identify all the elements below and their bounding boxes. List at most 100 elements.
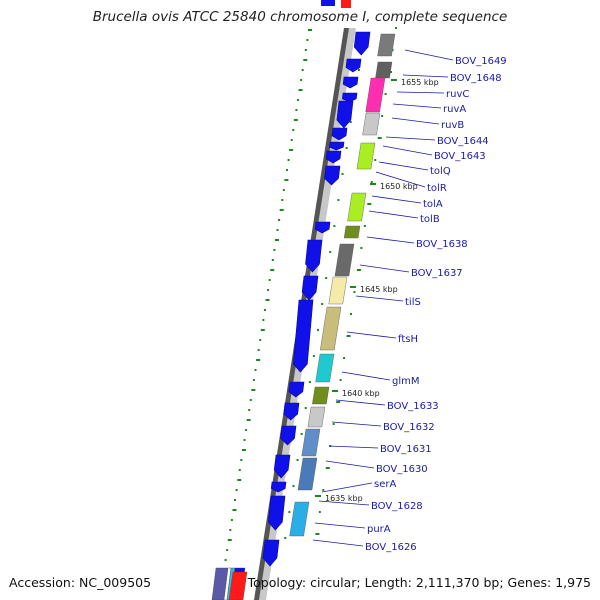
label-leader-line [396, 91, 445, 94]
cds-arrow [331, 127, 348, 141]
accession-text: Accession: NC_009505 [9, 575, 152, 590]
kbp-label: 1645 kbp [360, 285, 398, 294]
kbp-label: 1640 kbp [342, 389, 380, 398]
gene-label: BOV_1638 [416, 239, 468, 250]
genome-summary-text: Topology: circular; Length: 2,111,370 bp… [247, 575, 591, 590]
label-leader-line [355, 295, 404, 302]
label-leader-line [382, 145, 433, 156]
gene-label: ruvA [443, 104, 466, 115]
feature-block [228, 571, 248, 600]
cds-arrow [314, 221, 331, 234]
cds-track [262, 31, 371, 567]
gene-label: ftsH [398, 334, 418, 345]
cds-arrow [345, 58, 362, 73]
label-leader-line [341, 371, 391, 381]
feature-block [315, 353, 335, 383]
bottom-feature-stub [211, 567, 248, 600]
cds-arrow [268, 495, 286, 531]
gene-label: ruvB [441, 120, 464, 131]
cds-arrow [336, 100, 354, 129]
top-feature-stub [321, 0, 351, 8]
feature-block [334, 243, 355, 277]
label-leader-line [404, 49, 454, 61]
top-stub-blue [321, 0, 335, 6]
gene-labels: BOV_1649 BOV_1648 ruvC ruvA ruvB BOV_1644 BOV_… [365, 56, 507, 553]
kbp-label: 1650 kbp [380, 182, 418, 191]
cds-arrow [342, 76, 359, 89]
label-leader-line [359, 264, 410, 273]
feature-block [328, 276, 348, 305]
gene-label: tilS [405, 297, 421, 308]
gene-label: BOV_1626 [365, 542, 417, 553]
label-leader-line [391, 117, 440, 125]
map-title: Brucella ovis ATCC 25840 chromosome I, c… [92, 9, 508, 25]
label-leaders [312, 49, 454, 547]
feature-block [301, 428, 321, 457]
gene-label: BOV_1648 [450, 73, 502, 84]
gene-label: BOV_1649 [455, 56, 507, 67]
kbp-label: 1655 kbp [401, 78, 439, 87]
cds-arrow [301, 275, 319, 301]
feature-block [365, 77, 386, 113]
cds-arrow [270, 481, 287, 493]
gene-label: BOV_1644 [437, 136, 489, 147]
label-leader-line [318, 500, 370, 506]
feature-block [320, 306, 342, 351]
cds-arrow [262, 539, 280, 567]
feature-block [312, 386, 330, 405]
gene-label: tolQ [430, 166, 451, 177]
gene-label: BOV_1630 [376, 464, 428, 475]
cds-arrow [329, 141, 345, 151]
cds-arrow [283, 402, 300, 421]
label-leader-line [321, 482, 373, 493]
label-leader-line [368, 210, 419, 219]
top-stub-red [341, 0, 351, 8]
feature-block [223, 567, 232, 600]
gene-label: tolB [420, 214, 440, 225]
gene-label: ruvC [446, 89, 469, 100]
gene-label: purA [367, 524, 391, 535]
cds-arrow [280, 425, 297, 446]
cds-arrow [341, 92, 358, 103]
gene-label: tolA [423, 199, 443, 210]
gene-label: BOV_1628 [371, 501, 423, 512]
cds-arrow [305, 239, 323, 273]
label-leader-line [375, 171, 426, 188]
gene-label: BOV_1637 [411, 268, 463, 279]
label-leader-line [328, 445, 379, 449]
label-leader-line [378, 161, 429, 171]
label-leader-line [314, 522, 366, 529]
gene-label: tolR [427, 183, 447, 194]
gene-label: serA [374, 479, 396, 490]
cds-arrow [324, 165, 341, 186]
label-leader-line [402, 74, 449, 78]
label-leader-line [371, 195, 422, 204]
label-leader-line [392, 103, 442, 109]
feature-block [347, 192, 367, 222]
feature-block [377, 33, 396, 57]
label-leader-line [385, 136, 436, 141]
label-leader-line [325, 460, 375, 469]
feature-block [356, 142, 376, 170]
label-leader-line [346, 331, 397, 339]
feature-block [343, 225, 361, 239]
feature-track [289, 33, 396, 537]
cds-arrow [293, 299, 314, 373]
feature-block [362, 112, 381, 136]
gene-label: BOV_1643 [434, 151, 486, 162]
label-leader-line [331, 421, 382, 427]
label-leader-line [366, 236, 415, 244]
gene-label: BOV_1631 [380, 444, 432, 455]
label-leader-line [335, 399, 386, 406]
gene-label: BOV_1633 [387, 401, 439, 412]
cds-arrow [288, 381, 305, 398]
feature-block [211, 567, 229, 600]
cds-arrow [273, 454, 291, 479]
cds-arrow [353, 31, 371, 56]
label-leader-line [312, 539, 364, 547]
feature-block [289, 501, 310, 537]
feature-block [297, 457, 318, 491]
cds-arrow [325, 150, 342, 164]
feature-block [307, 406, 326, 428]
